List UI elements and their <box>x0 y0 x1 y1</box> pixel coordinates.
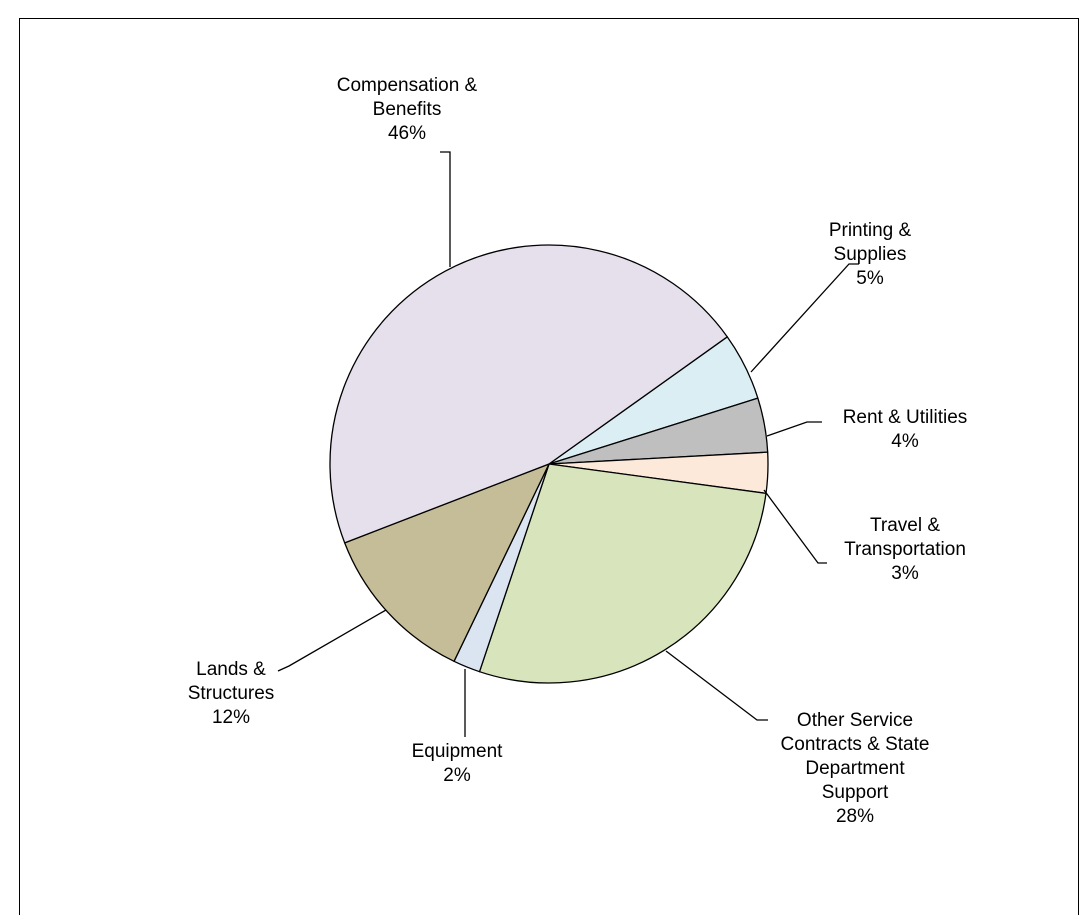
leader-line-other-service-contracts-state-department-support <box>665 650 768 721</box>
leader-line-lands-structures <box>277 609 387 672</box>
data-label-text: Other Service <box>797 710 913 731</box>
data-label-text: Support <box>822 782 889 803</box>
data-label-percent: 28% <box>836 806 874 827</box>
pie-slice-compensation-benefits <box>329 244 728 544</box>
data-label-text: Lands & <box>196 659 266 680</box>
data-label-percent: 2% <box>443 765 471 786</box>
data-label-text: Transportation <box>844 539 966 560</box>
pie-slice-lands-structures <box>344 463 550 662</box>
leader-line-travel-transportation <box>763 489 827 564</box>
data-label-text: Rent & Utilities <box>843 407 968 428</box>
data-label-text: Department <box>805 758 905 779</box>
data-label-other-service-contracts-state-department-support: Other Service Contracts & State Department… <box>781 710 930 827</box>
data-label-text: Printing & <box>829 220 912 241</box>
leader-line-rent-utilities <box>766 421 822 437</box>
data-label-printing-supplies: Printing & Supplies 5% <box>829 220 912 289</box>
leader-line-printing-supplies <box>750 263 859 373</box>
data-label-lands-structures: Lands & Structures 12% <box>188 659 275 728</box>
data-label-compensation-benefits: Compensation & Benefits 46% <box>337 75 478 144</box>
data-label-percent: 12% <box>212 707 250 728</box>
data-label-text: Contracts & State <box>781 734 930 755</box>
data-label-text: Travel & <box>870 515 940 536</box>
data-label-text: Structures <box>188 683 275 704</box>
leader-line-compensation-benefits <box>440 151 451 267</box>
data-label-text: Benefits <box>373 99 442 120</box>
data-label-rent-utilities: Rent & Utilities 4% <box>843 407 968 452</box>
data-label-text: Equipment <box>412 741 504 762</box>
data-label-equipment: Equipment 2% <box>412 741 504 786</box>
data-label-percent: 5% <box>856 268 884 289</box>
data-label-percent: 4% <box>891 431 919 452</box>
pie-slice-other-service-contracts-state-department-support <box>478 463 767 684</box>
data-label-percent: 46% <box>388 123 426 144</box>
data-label-percent: 3% <box>891 563 919 584</box>
data-label-travel-transportation: Travel & Transportation 3% <box>844 515 966 584</box>
data-label-text: Compensation & <box>337 75 478 96</box>
data-label-text: Supplies <box>834 244 907 265</box>
